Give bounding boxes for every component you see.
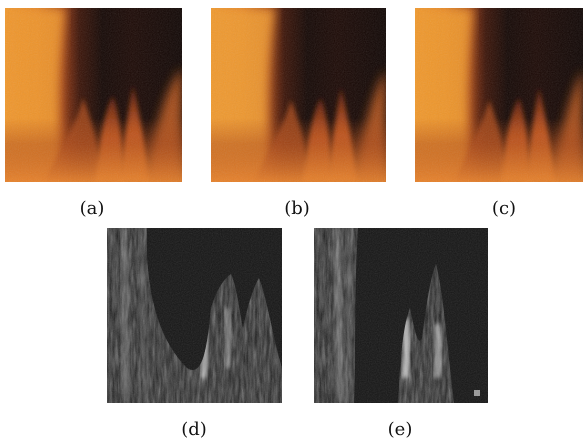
- difference-panel-d: [107, 228, 282, 403]
- flame-image-a: [5, 8, 182, 182]
- difference-panel-e: [314, 228, 488, 403]
- flame-image-b: [211, 8, 386, 182]
- panel-label-e: (e): [387, 419, 413, 440]
- difference-image-e: [314, 228, 488, 403]
- panel-label-b: (b): [284, 198, 310, 219]
- flame-panel-c: [415, 8, 583, 182]
- flame-panel-a: [5, 8, 182, 182]
- panel-label-d: (d): [181, 419, 207, 440]
- panel-label-a: (a): [79, 198, 105, 219]
- flame-panel-b: [211, 8, 386, 182]
- panel-label-c: (c): [491, 198, 517, 219]
- flame-image-c: [415, 8, 583, 182]
- difference-image-d: [107, 228, 282, 403]
